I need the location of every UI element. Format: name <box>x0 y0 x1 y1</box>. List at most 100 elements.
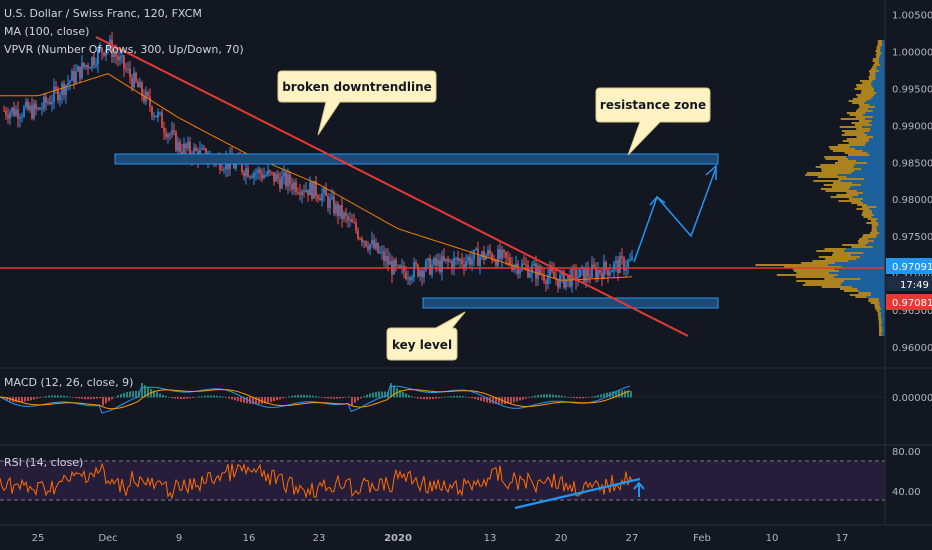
volume-bar-up <box>852 182 885 184</box>
candle-body <box>317 195 319 199</box>
candle-body <box>113 52 115 57</box>
volume-bar-down <box>855 110 873 112</box>
volume-bar-down <box>831 186 851 188</box>
macd-hist-bar <box>195 396 197 398</box>
volume-bar-up <box>865 112 885 114</box>
macd-hist-bar <box>285 397 287 398</box>
macd-hist-bar <box>93 397 95 400</box>
volume-bar-up <box>882 330 885 332</box>
volume-bar-down <box>868 300 879 302</box>
candle-body <box>245 168 247 177</box>
rsi-line <box>0 462 633 500</box>
macd-hist-bar <box>6 397 8 401</box>
candle-body <box>301 191 303 195</box>
resistance-callout[interactable]: resistance zone <box>595 87 711 156</box>
volume-bar-up <box>876 92 885 94</box>
macd-hist-bar <box>525 397 527 399</box>
macd-hist-bar <box>78 397 80 399</box>
candle-body <box>295 182 297 193</box>
downtrend-line[interactable] <box>95 36 689 337</box>
macd-hist-bar <box>111 397 113 400</box>
key-level-zone[interactable] <box>422 297 719 309</box>
candle-body <box>95 64 97 66</box>
candle-body <box>375 242 377 249</box>
candle-body <box>377 242 379 253</box>
macd-hist-bar <box>618 390 620 398</box>
candle-body <box>501 249 503 259</box>
candle-body <box>289 174 291 185</box>
candle-body <box>275 174 277 182</box>
macd-hist-bar <box>363 396 365 398</box>
volume-bar-up <box>881 316 885 318</box>
macd-hist-bar <box>174 397 176 399</box>
rsi-trendline[interactable] <box>514 477 641 510</box>
volume-bar-up <box>875 72 885 74</box>
macd-hist-bar <box>504 397 506 404</box>
price-axis[interactable]: 1.00500 1.00000 0.99500 0.99000 0.98500 0.980… <box>892 11 932 354</box>
candle-body <box>459 259 461 261</box>
candle-body <box>143 95 145 102</box>
macd-hist-bar <box>465 396 467 398</box>
macd-hist-bar <box>30 397 32 401</box>
key-level-callout[interactable]: key level <box>386 311 466 361</box>
candle-body <box>327 195 329 208</box>
volume-bar-up <box>849 146 885 148</box>
volume-bar-up <box>879 298 885 300</box>
time-axis[interactable]: 25 Dec 9 16 23 2020 13 20 27 Feb 10 17 <box>32 533 849 544</box>
candle-body <box>135 72 137 82</box>
macd-line <box>0 385 631 414</box>
volume-bar-down <box>876 56 880 58</box>
candle-body <box>149 96 151 107</box>
trendline-callout[interactable]: broken downtrendline <box>277 70 437 136</box>
time-axis-tick: 13 <box>484 533 497 544</box>
macd-hist-bar <box>240 397 242 403</box>
candle-body <box>573 268 575 270</box>
candle-body <box>607 269 609 276</box>
macd-hist-bar <box>42 396 44 398</box>
candle-body <box>285 172 287 187</box>
macd-hist-bar <box>189 397 191 399</box>
volume-bar-up <box>853 166 885 168</box>
volume-bar-down <box>863 216 872 218</box>
candle-body <box>475 248 477 250</box>
volume-bar-up <box>869 130 885 132</box>
macd-hist-bar <box>24 397 26 402</box>
volume-bar-up <box>880 54 885 56</box>
candle-body <box>491 253 493 261</box>
volume-bar-down <box>821 170 855 172</box>
candle-body <box>3 110 5 112</box>
candle-body <box>77 66 79 72</box>
candle-body <box>43 96 45 109</box>
candle-body <box>91 57 93 68</box>
volume-bar-up <box>865 144 885 146</box>
volume-bar-up <box>845 248 885 250</box>
volume-profile <box>755 40 885 336</box>
candle-body <box>45 96 47 104</box>
macd-hist-bar <box>393 385 395 398</box>
volume-bar-up <box>872 116 885 118</box>
candle-body <box>233 163 235 169</box>
candle-body <box>333 196 335 214</box>
volume-bar-up <box>854 170 885 172</box>
candle-body <box>49 102 51 105</box>
macd-hist-bar <box>144 385 146 398</box>
candle-body <box>587 268 589 277</box>
macd-axis-tick: 0.00000 <box>892 393 932 404</box>
volume-bar-down <box>848 198 864 200</box>
candle-body <box>399 265 401 268</box>
macd-hist-bar <box>567 396 569 398</box>
volume-bar-up <box>881 318 885 320</box>
volume-bar-up <box>862 126 885 128</box>
volume-bar-up <box>837 274 885 276</box>
macd-hist-bar <box>243 397 245 403</box>
volume-bar-down <box>793 270 840 272</box>
candle-body <box>41 108 43 110</box>
macd-hist-bar <box>171 397 173 399</box>
candle-body <box>99 47 101 50</box>
volume-bar-down <box>795 276 835 278</box>
volume-bar-up <box>875 74 885 76</box>
macd-hist-bar <box>624 390 626 398</box>
candle-body <box>39 107 41 110</box>
resistance-zone[interactable] <box>114 153 719 165</box>
